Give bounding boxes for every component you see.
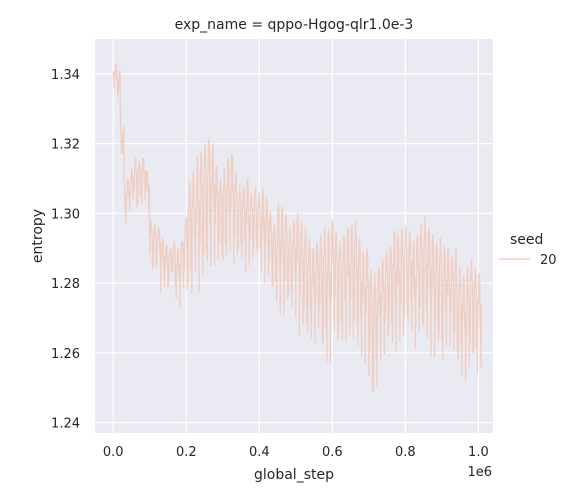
- y-axis-label: entropy: [30, 209, 46, 263]
- y-tick-label: 1.24: [51, 417, 80, 432]
- x-tick-label: 0.2: [176, 445, 197, 460]
- x-axis-offset-label: 1e6: [467, 465, 492, 480]
- y-tick-labels: 1.24 1.26 1.28 1.30 1.32 1.34: [51, 68, 80, 432]
- chart-title: exp_name = qppo-Hgog-qlr1.0e-3: [175, 17, 414, 33]
- y-tick-label: 1.30: [51, 207, 80, 222]
- x-axis-label: global_step: [254, 467, 334, 483]
- x-tick-label: 0.0: [103, 445, 124, 460]
- y-tick-label: 1.34: [51, 68, 80, 83]
- legend-title: seed: [510, 232, 543, 248]
- x-tick-label: 0.8: [395, 445, 416, 460]
- y-tick-label: 1.32: [51, 138, 80, 153]
- x-tick-label: 0.6: [322, 445, 343, 460]
- x-tick-label: 1.0: [468, 445, 489, 460]
- legend-entry: 20: [540, 253, 557, 268]
- series-group: [112, 63, 483, 392]
- y-tick-label: 1.28: [51, 277, 80, 292]
- legend: seed 20: [499, 232, 557, 268]
- x-tick-labels: 0.0 0.2 0.4 0.6 0.8 1.0: [103, 445, 489, 460]
- x-tick-label: 0.4: [249, 445, 270, 460]
- y-tick-label: 1.26: [51, 347, 80, 362]
- series-line: [112, 63, 483, 392]
